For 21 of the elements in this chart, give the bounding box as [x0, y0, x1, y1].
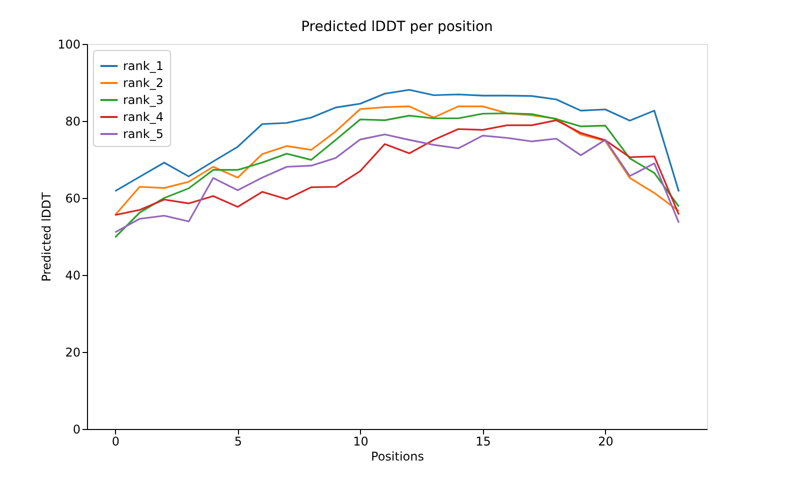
x-tick-label: 20	[598, 434, 614, 448]
y-tick-label: 20	[65, 346, 80, 360]
chart-title: Predicted lDDT per position	[301, 19, 493, 35]
legend-label: rank_5	[123, 127, 164, 141]
legend-label: rank_4	[123, 110, 164, 124]
x-tick-label: 10	[353, 434, 368, 448]
y-tick-label: 40	[65, 268, 80, 282]
legend-label: rank_2	[123, 76, 164, 90]
x-tick-label: 15	[476, 434, 491, 448]
legend-label: rank_1	[123, 59, 164, 73]
y-tick-label: 100	[58, 38, 80, 52]
y-axis-title: Predicted lDDT	[40, 192, 54, 282]
line-series	[114, 112, 680, 238]
y-tick-label: 0	[72, 422, 80, 436]
x-tick-label: 5	[234, 434, 242, 448]
legend-label: rank_3	[123, 93, 164, 107]
x-tick-label: 0	[112, 434, 120, 448]
y-tick-label: 80	[65, 114, 80, 128]
line-series	[114, 88, 680, 192]
y-tick-label: 60	[65, 192, 80, 206]
x-axis-title: Positions	[371, 450, 424, 464]
